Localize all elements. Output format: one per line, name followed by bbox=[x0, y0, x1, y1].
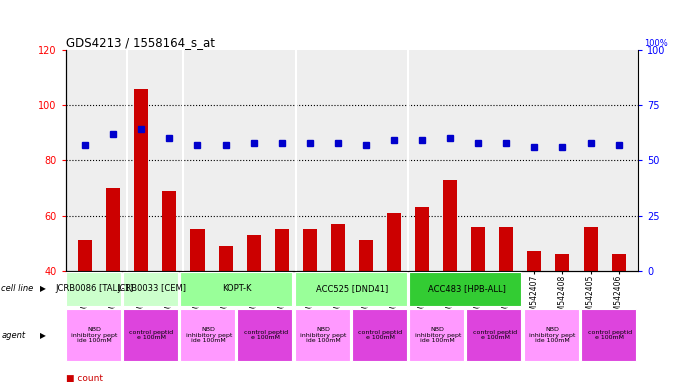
Bar bbox=[500, 227, 513, 381]
Bar bbox=[352, 310, 407, 361]
Text: ▶: ▶ bbox=[40, 331, 46, 339]
Bar bbox=[466, 310, 522, 361]
Text: cell line: cell line bbox=[1, 285, 34, 293]
Bar bbox=[409, 272, 522, 306]
Text: NBD
inhibitory pept
ide 100mM: NBD inhibitory pept ide 100mM bbox=[415, 327, 461, 343]
Text: KOPT-K: KOPT-K bbox=[223, 285, 252, 293]
Bar bbox=[78, 240, 92, 381]
Text: JCRB0086 [TALL-1]: JCRB0086 [TALL-1] bbox=[55, 285, 133, 293]
Bar bbox=[106, 188, 120, 381]
Text: control peptid
e 100mM: control peptid e 100mM bbox=[359, 329, 402, 341]
Bar bbox=[237, 310, 293, 361]
Bar bbox=[275, 229, 288, 381]
Text: NBD
inhibitory pept
ide 100mM: NBD inhibitory pept ide 100mM bbox=[300, 327, 346, 343]
Text: 100%: 100% bbox=[644, 39, 667, 48]
Bar bbox=[527, 252, 542, 381]
Bar bbox=[331, 224, 345, 381]
Bar bbox=[180, 310, 235, 361]
Bar bbox=[123, 272, 178, 306]
Text: agent: agent bbox=[1, 331, 26, 339]
Bar bbox=[123, 310, 178, 361]
Text: NBD
inhibitory pept
ide 100mM: NBD inhibitory pept ide 100mM bbox=[186, 327, 232, 343]
Bar bbox=[295, 272, 407, 306]
Bar bbox=[135, 89, 148, 381]
Text: ACC525 [DND41]: ACC525 [DND41] bbox=[316, 285, 388, 293]
Bar bbox=[415, 207, 429, 381]
Text: NBD
inhibitory pept
ide 100mM: NBD inhibitory pept ide 100mM bbox=[529, 327, 575, 343]
Text: control peptid
e 100mM: control peptid e 100mM bbox=[473, 329, 517, 341]
Bar bbox=[66, 310, 121, 361]
Text: control peptid
e 100mM: control peptid e 100mM bbox=[130, 329, 173, 341]
Text: ▶: ▶ bbox=[40, 285, 46, 293]
Bar bbox=[246, 235, 261, 381]
Text: NBD
inhibitory pept
ide 100mM: NBD inhibitory pept ide 100mM bbox=[71, 327, 117, 343]
Bar bbox=[611, 254, 626, 381]
Text: GDS4213 / 1558164_s_at: GDS4213 / 1558164_s_at bbox=[66, 36, 215, 49]
Text: control peptid
e 100mM: control peptid e 100mM bbox=[244, 329, 288, 341]
Bar bbox=[190, 229, 204, 381]
Text: ACC483 [HPB-ALL]: ACC483 [HPB-ALL] bbox=[428, 285, 505, 293]
Bar bbox=[180, 272, 293, 306]
Text: ■ count: ■ count bbox=[66, 374, 103, 383]
Bar bbox=[443, 180, 457, 381]
Bar bbox=[471, 227, 485, 381]
Bar bbox=[584, 227, 598, 381]
Bar bbox=[409, 310, 464, 361]
Bar bbox=[524, 310, 579, 361]
Bar bbox=[555, 254, 569, 381]
Bar bbox=[295, 310, 350, 361]
Text: JCRB0033 [CEM]: JCRB0033 [CEM] bbox=[117, 285, 186, 293]
Bar bbox=[162, 191, 177, 381]
Bar bbox=[303, 229, 317, 381]
Bar bbox=[581, 310, 636, 361]
Bar bbox=[66, 272, 121, 306]
Text: control peptid
e 100mM: control peptid e 100mM bbox=[588, 329, 631, 341]
Bar bbox=[359, 240, 373, 381]
Bar bbox=[387, 213, 401, 381]
Bar bbox=[219, 246, 233, 381]
